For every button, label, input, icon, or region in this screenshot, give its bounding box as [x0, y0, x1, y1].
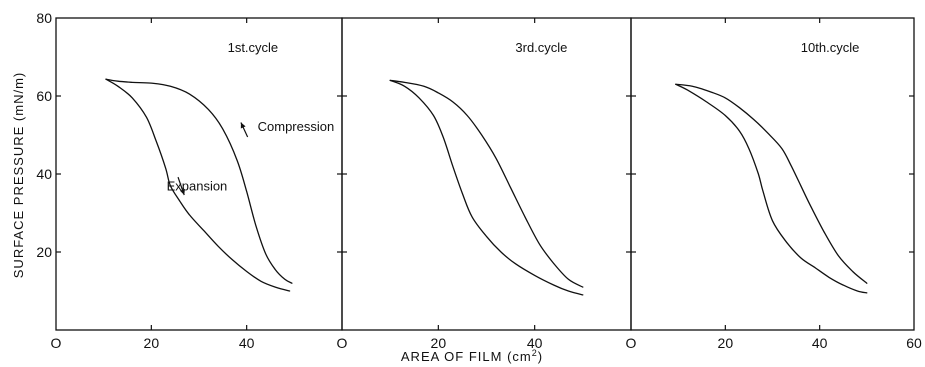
x-tick-label: O [337, 335, 348, 351]
expansion-curve [105, 78, 291, 292]
x-tick-label: 20 [431, 335, 447, 351]
x-axis-title-main: AREA OF FILM (cm [401, 349, 532, 364]
panels-layer: O 20 40 1st.cycle Compression Expansion O 20 40 3… [36, 10, 922, 351]
annotation-label: Compression [258, 119, 335, 134]
panel-3: O 20 40 60 10th.cycle [626, 17, 922, 351]
panel-frame [341, 17, 632, 331]
y-tick-label: 60 [36, 88, 52, 104]
panel-2: O 20 40 3rd.cycle [337, 17, 632, 351]
compression-curve [105, 78, 293, 284]
x-tick-label: 20 [718, 335, 734, 351]
panel-label: 3rd.cycle [515, 40, 567, 55]
x-tick-label: 20 [144, 335, 160, 351]
y-tick-label: 80 [36, 10, 52, 26]
x-tick-label: 40 [239, 335, 255, 351]
y-axis-title: SURFACE PRESSURE (mN/m) [11, 72, 26, 278]
annotation-label: Expansion [167, 178, 228, 193]
x-axis-title-close: ) [538, 349, 543, 364]
panel-frame [55, 17, 343, 331]
compression-curve [675, 83, 868, 284]
y-tick-label: 40 [36, 166, 52, 182]
annotation-arrow-head [240, 122, 246, 129]
panel-label: 1st.cycle [228, 40, 279, 55]
compression-curve [389, 79, 584, 288]
expansion-curve [389, 79, 584, 296]
x-tick-label: 60 [906, 335, 922, 351]
x-axis-title: AREA OF FILM (cm2) [401, 348, 543, 364]
panel-label: 10th.cycle [801, 40, 860, 55]
x-tick-label: 40 [812, 335, 828, 351]
x-tick-label: O [626, 335, 637, 351]
y-tick-label: 20 [36, 244, 52, 260]
x-axis-title-sup: 2 [532, 348, 538, 358]
panel-1: O 20 40 1st.cycle Compression Expansion [51, 17, 343, 351]
panel-frame [630, 17, 915, 331]
x-tick-label: O [51, 335, 62, 351]
x-tick-label: 40 [527, 335, 543, 351]
expansion-curve [675, 83, 868, 294]
annotation-arrow-head [179, 189, 185, 196]
